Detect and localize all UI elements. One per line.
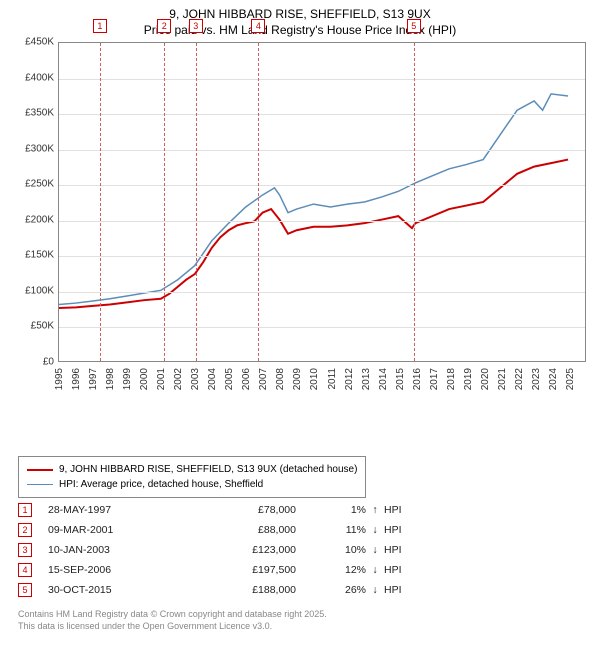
gridline <box>59 185 585 186</box>
marker-badge: 5 <box>407 19 421 33</box>
plot-area: 12345 <box>58 42 586 362</box>
y-tick-label: £150K <box>10 250 54 261</box>
sale-arrow-icon: ↓ <box>366 564 384 576</box>
sale-row: 1 28-MAY-1997£78,0001%↑HPI <box>18 500 424 520</box>
legend-swatch <box>27 469 53 471</box>
gridline <box>59 79 585 80</box>
gridline <box>59 256 585 257</box>
x-tick-label: 2025 <box>565 368 600 390</box>
marker-badge: 4 <box>251 19 265 33</box>
sale-pct: 11% <box>296 524 366 536</box>
gridline <box>59 327 585 328</box>
sale-pct: 12% <box>296 564 366 576</box>
y-tick-label: £0 <box>10 357 54 368</box>
title-line2: Price paid vs. HM Land Registry's House … <box>0 22 600 38</box>
footer-line2: This data is licensed under the Open Gov… <box>18 620 327 632</box>
legend-item: HPI: Average price, detached house, Shef… <box>27 477 357 492</box>
legend-label: 9, JOHN HIBBARD RISE, SHEFFIELD, S13 9UX… <box>59 462 357 477</box>
sale-pct: 26% <box>296 584 366 596</box>
sale-arrow-icon: ↓ <box>366 524 384 536</box>
sale-price: £78,000 <box>186 504 296 516</box>
gridline <box>59 221 585 222</box>
sale-date: 09-MAR-2001 <box>48 524 186 536</box>
sale-row: 3 10-JAN-2003£123,00010%↓HPI <box>18 540 424 560</box>
sale-marker: 1 <box>18 503 32 517</box>
sale-row: 4 15-SEP-2006£197,50012%↓HPI <box>18 560 424 580</box>
sale-suffix: HPI <box>384 504 424 516</box>
sale-price: £188,000 <box>186 584 296 596</box>
sale-date: 10-JAN-2003 <box>48 544 186 556</box>
sale-suffix: HPI <box>384 544 424 556</box>
chart-svg <box>59 43 585 361</box>
sale-suffix: HPI <box>384 524 424 536</box>
gridline <box>59 292 585 293</box>
legend-label: HPI: Average price, detached house, Shef… <box>59 477 263 492</box>
sale-price: £123,000 <box>186 544 296 556</box>
chart-wrap: £0 £50K £100K £150K £200K £250K £300K £350K £400… <box>10 42 590 412</box>
sale-arrow-icon: ↓ <box>366 544 384 556</box>
y-tick-label: £50K <box>10 321 54 332</box>
sale-row: 5 30-OCT-2015£188,00026%↓HPI <box>18 580 424 600</box>
sales-table: 128-MAY-1997£78,0001%↑HPI209-MAR-2001£88… <box>18 500 424 600</box>
sale-pct: 1% <box>296 504 366 516</box>
title-block: 9, JOHN HIBBARD RISE, SHEFFIELD, S13 9UX… <box>0 0 600 38</box>
marker-line <box>100 43 101 361</box>
marker-line <box>164 43 165 361</box>
sale-arrow-icon: ↑ <box>366 504 384 516</box>
y-tick-label: £350K <box>10 108 54 119</box>
marker-line <box>258 43 259 361</box>
sale-row: 2 09-MAR-2001£88,00011%↓HPI <box>18 520 424 540</box>
gridline <box>59 114 585 115</box>
title-line1: 9, JOHN HIBBARD RISE, SHEFFIELD, S13 9UX <box>0 6 600 22</box>
sale-date: 15-SEP-2006 <box>48 564 186 576</box>
sale-marker: 3 <box>18 543 32 557</box>
footer: Contains HM Land Registry data © Crown c… <box>18 608 327 632</box>
sale-marker: 2 <box>18 523 32 537</box>
marker-badge: 3 <box>189 19 203 33</box>
y-tick-label: £450K <box>10 37 54 48</box>
legend: 9, JOHN HIBBARD RISE, SHEFFIELD, S13 9UX… <box>18 456 366 498</box>
marker-badge: 2 <box>157 19 171 33</box>
y-tick-label: £100K <box>10 285 54 296</box>
gridline <box>59 150 585 151</box>
marker-line <box>196 43 197 361</box>
chart-container: 9, JOHN HIBBARD RISE, SHEFFIELD, S13 9UX… <box>0 0 600 650</box>
marker-line <box>414 43 415 361</box>
sale-price: £197,500 <box>186 564 296 576</box>
marker-badge: 1 <box>93 19 107 33</box>
sale-date: 28-MAY-1997 <box>48 504 186 516</box>
y-tick-label: £300K <box>10 143 54 154</box>
y-tick-label: £400K <box>10 72 54 83</box>
sale-marker: 5 <box>18 583 32 597</box>
legend-item: 9, JOHN HIBBARD RISE, SHEFFIELD, S13 9UX… <box>27 462 357 477</box>
series-line <box>59 94 568 305</box>
sale-pct: 10% <box>296 544 366 556</box>
footer-line1: Contains HM Land Registry data © Crown c… <box>18 608 327 620</box>
sale-suffix: HPI <box>384 584 424 596</box>
sale-arrow-icon: ↓ <box>366 584 384 596</box>
legend-swatch <box>27 484 53 485</box>
sale-price: £88,000 <box>186 524 296 536</box>
sale-suffix: HPI <box>384 564 424 576</box>
sale-date: 30-OCT-2015 <box>48 584 186 596</box>
y-tick-label: £250K <box>10 179 54 190</box>
y-tick-label: £200K <box>10 214 54 225</box>
sale-marker: 4 <box>18 563 32 577</box>
series-line <box>59 160 568 308</box>
